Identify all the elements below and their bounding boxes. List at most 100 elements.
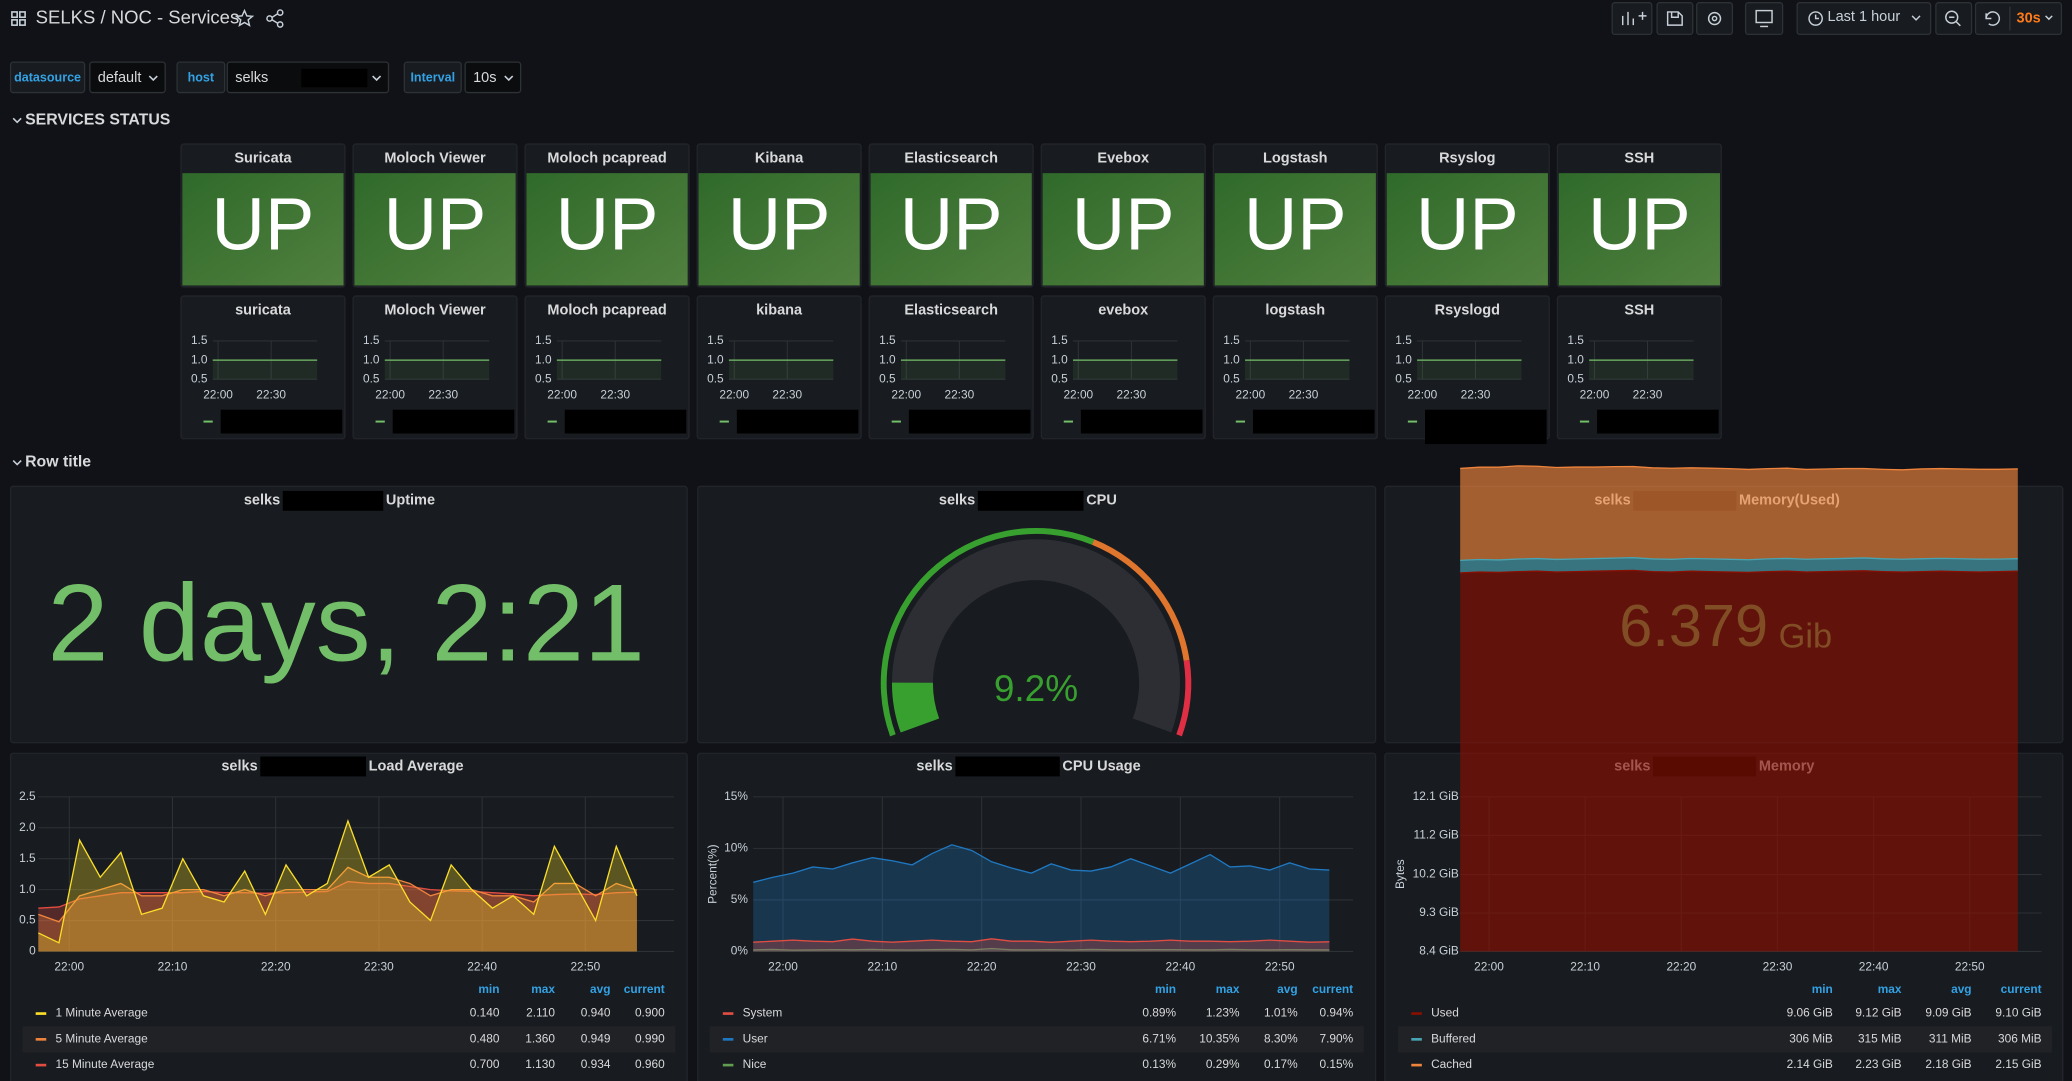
y-tick-label: 1.0 <box>1051 352 1068 366</box>
star-icon[interactable] <box>234 8 255 27</box>
x-tick-label: 22:50 <box>570 959 600 973</box>
service-title: Moloch Viewer <box>384 150 486 166</box>
dropdown-chevron[interactable] <box>148 75 158 82</box>
legend-column-header: min <box>478 982 499 996</box>
legend-value: 0.940 <box>581 1006 611 1020</box>
y-tick-label: 0.5 <box>879 371 896 385</box>
legend-value: 311 MiB <box>1929 1031 1972 1045</box>
service-title: Rsyslog <box>1439 150 1495 166</box>
gauge-track <box>891 539 1181 733</box>
redaction <box>260 756 367 777</box>
x-tick-label: 22:00 <box>1408 387 1438 401</box>
row-chevron[interactable] <box>12 459 22 466</box>
series-line <box>38 866 638 923</box>
legend-value: 0.900 <box>635 1006 665 1020</box>
variable-dropdown[interactable] <box>89 61 166 94</box>
y-tick-label: 9.3 GiB <box>1419 905 1459 919</box>
time-range[interactable]: Last 1 hour <box>1828 9 1901 25</box>
series-line <box>1460 557 2018 562</box>
uptime-value: 2 days, 2:21 <box>47 563 644 685</box>
zoom-out-button[interactable] <box>1935 2 1973 36</box>
panel-title: selks <box>244 493 280 509</box>
sparkline-title: suricata <box>235 302 292 318</box>
legend-value: 2.18 GiB <box>1925 1057 1971 1071</box>
legend-series-name: System <box>743 1006 783 1020</box>
x-tick-label: 22:30 <box>772 387 802 401</box>
y-tick-label: 11.2 GiB <box>1414 827 1459 841</box>
dashboard-title[interactable]: SELKS / NOC - Services <box>36 6 240 27</box>
series-line <box>753 844 1330 883</box>
y-tick-label: 0.5 <box>19 913 36 927</box>
x-tick-label: 22:30 <box>256 387 286 401</box>
dropdown-chevron[interactable] <box>504 75 514 82</box>
x-tick-label: 22:40 <box>1859 959 1889 973</box>
legend-row-background <box>22 1026 676 1053</box>
y-tick-label: 10% <box>724 841 748 855</box>
series-area <box>1460 557 2018 573</box>
legend-value: 0.934 <box>581 1057 611 1071</box>
legend-value: 9.10 GiB <box>1995 1006 2041 1020</box>
y-tick-label: 0 <box>29 944 36 958</box>
legend-value: 1.130 <box>525 1057 555 1071</box>
settings-button[interactable] <box>1696 2 1734 36</box>
panel <box>9 752 688 1081</box>
legend-value: 315 MiB <box>1858 1031 1902 1045</box>
service-status: UP <box>1588 183 1691 266</box>
refresh-interval[interactable]: 30s <box>2017 10 2041 26</box>
status-box <box>526 173 688 286</box>
add-panel-button[interactable] <box>1611 2 1653 36</box>
x-tick-label: 22:10 <box>158 959 188 973</box>
legend-value: 0.29% <box>1206 1057 1240 1071</box>
x-tick-label: 22:00 <box>768 959 798 973</box>
legend-value: 1.23% <box>1206 1006 1240 1020</box>
series-area <box>1460 570 2018 952</box>
service-status: UP <box>212 183 315 266</box>
legend-series-name: Nice <box>743 1057 767 1071</box>
x-tick-label: 22:30 <box>1066 959 1096 973</box>
y-tick-label: 5% <box>731 892 749 906</box>
y-tick-label: 0.5 <box>191 371 208 385</box>
series-line <box>38 818 638 944</box>
panel <box>352 295 518 440</box>
legend-series-name: Buffered <box>1431 1031 1476 1045</box>
threshold-band <box>1176 659 1192 737</box>
service-title: Logstash <box>1263 150 1328 166</box>
redaction <box>1080 409 1203 434</box>
x-tick-label: 22:30 <box>600 387 630 401</box>
series-line <box>1460 569 2018 574</box>
refresh-picker[interactable] <box>1974 2 2063 36</box>
x-tick-label: 22:40 <box>467 959 497 973</box>
status-box <box>1558 173 1720 286</box>
panel-title: selks <box>939 493 975 509</box>
y-tick-label: 1.0 <box>1223 352 1240 366</box>
redaction <box>392 409 515 434</box>
legend-series-name: 5 Minute Average <box>56 1031 149 1045</box>
x-tick-label: 22:00 <box>719 387 749 401</box>
legend-series-name: Cached <box>1431 1057 1472 1071</box>
legend-series-name: User <box>743 1031 768 1045</box>
row-chevron[interactable] <box>12 117 22 124</box>
gauge-value-arc <box>891 682 940 733</box>
share-icon[interactable] <box>266 9 284 28</box>
legend-value: 6.71% <box>1142 1031 1176 1045</box>
redaction <box>908 409 1031 434</box>
series-area <box>728 360 834 380</box>
series-area <box>556 360 662 380</box>
app-icon[interactable] <box>11 11 26 26</box>
tv-mode-button[interactable] <box>1744 2 1784 36</box>
status-box <box>698 173 860 286</box>
y-tick-label: 1.5 <box>1223 333 1240 347</box>
save-button[interactable] <box>1656 2 1694 36</box>
legend-value: 10.35% <box>1199 1031 1240 1045</box>
dropdown-chevron[interactable] <box>372 75 382 82</box>
x-tick-label: 22:00 <box>547 387 577 401</box>
row-title: SERVICES STATUS <box>25 111 170 128</box>
time-picker[interactable] <box>1796 2 1932 36</box>
legend-column-header: max <box>1878 982 1902 996</box>
y-tick-label: 1.0 <box>1567 352 1584 366</box>
variable-dropdown[interactable] <box>464 61 522 94</box>
y-tick-label: 1.5 <box>363 333 380 347</box>
x-tick-label: 22:20 <box>261 959 291 973</box>
service-status: UP <box>900 183 1003 266</box>
